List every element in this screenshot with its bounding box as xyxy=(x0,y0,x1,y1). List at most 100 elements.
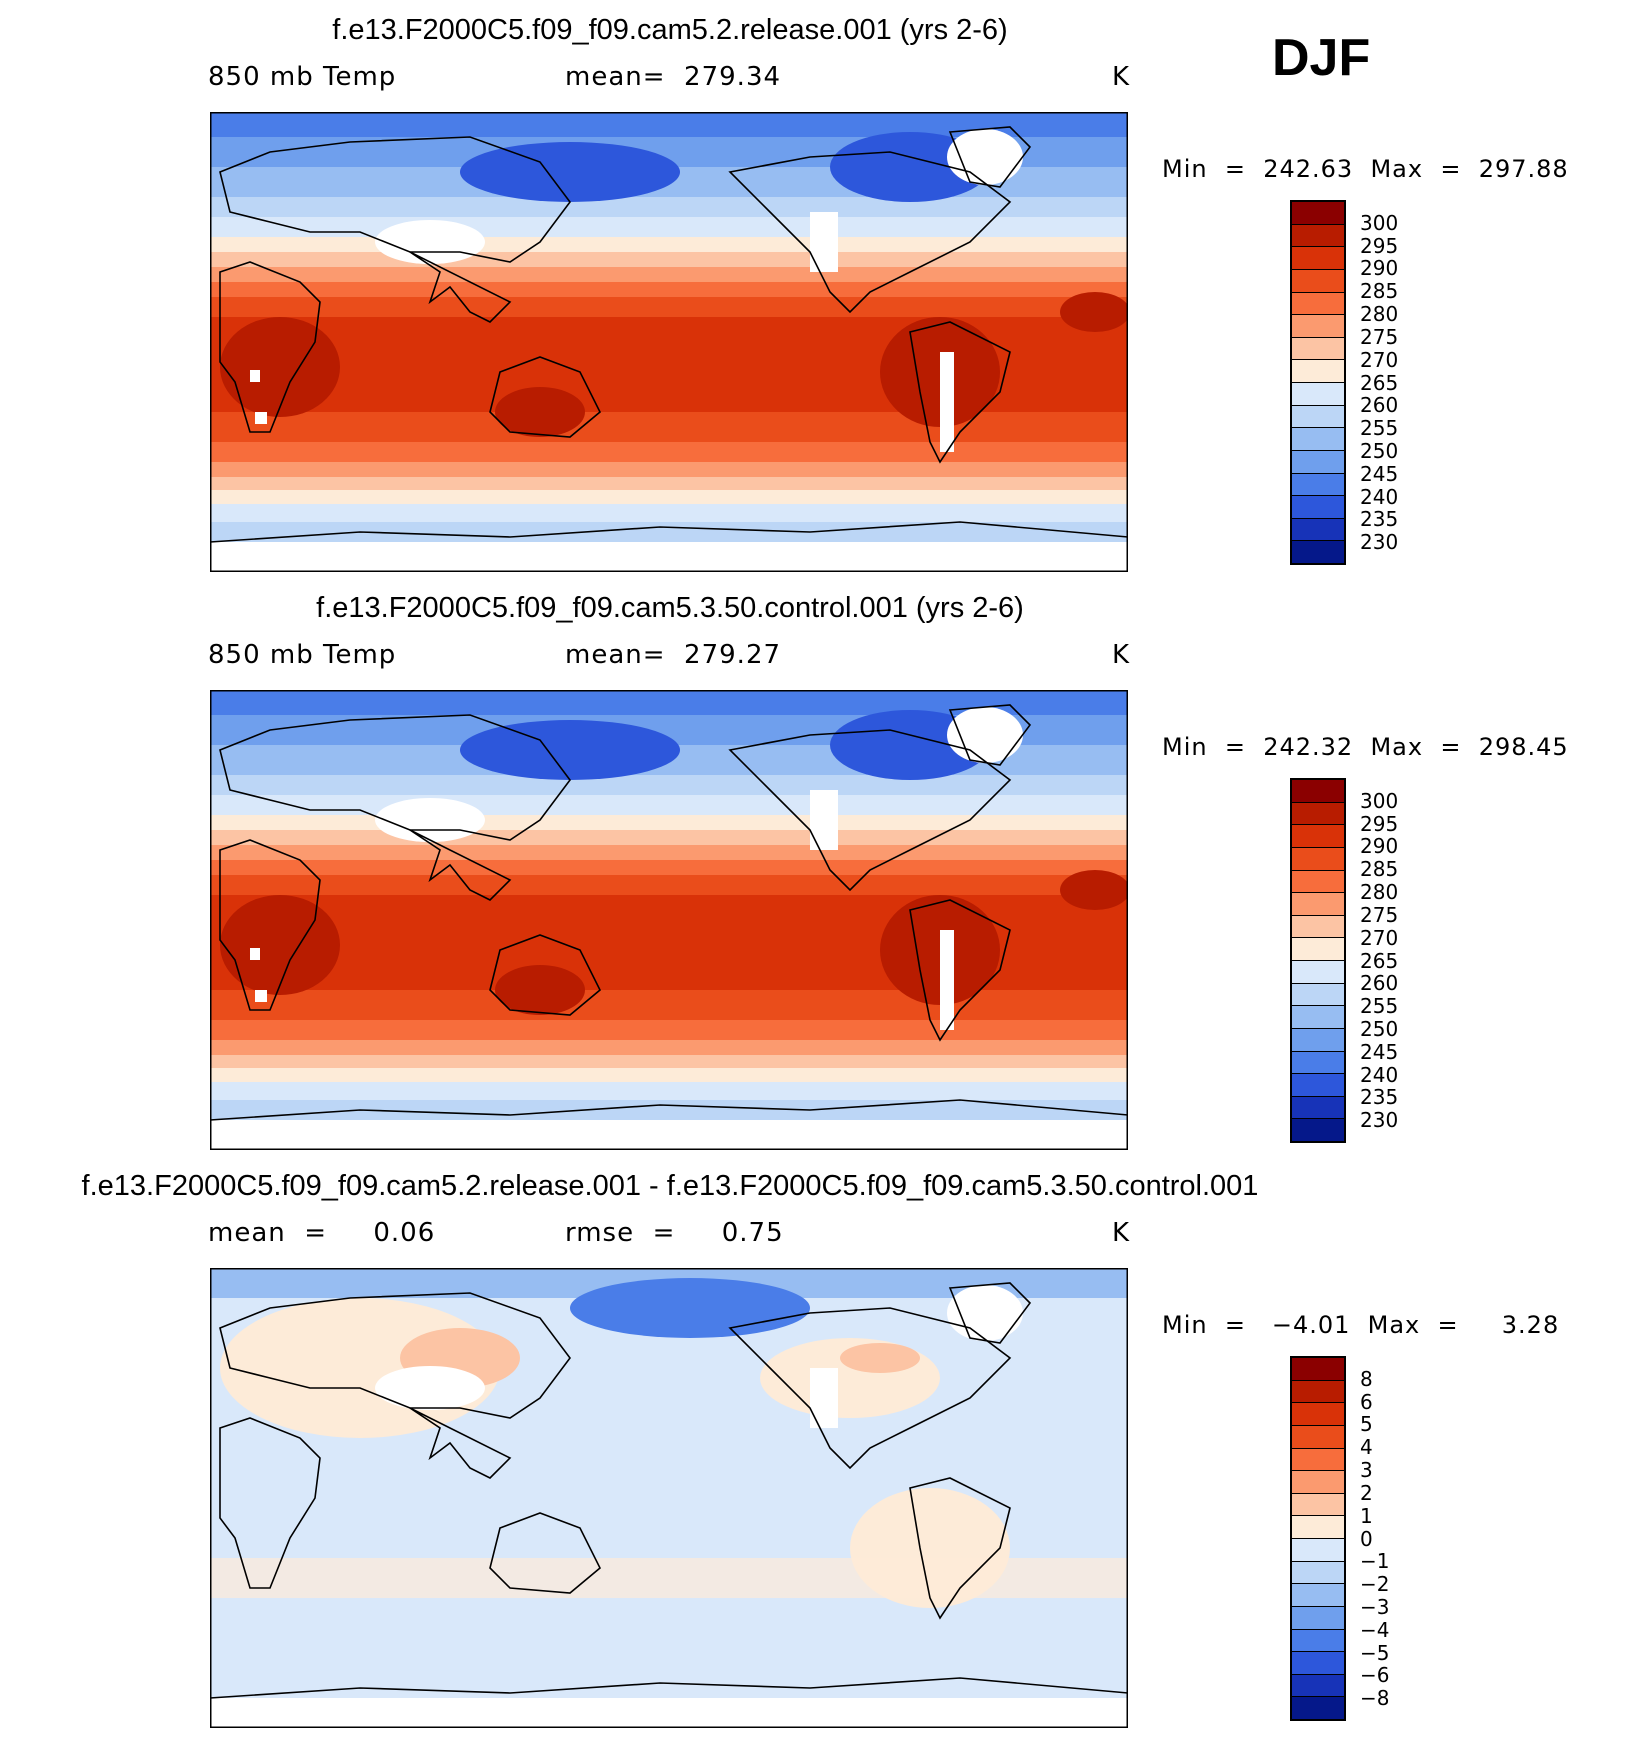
colorbar-tick-label: 270 xyxy=(1360,347,1399,372)
colorbar-tick-label: 1 xyxy=(1360,1503,1373,1528)
colorbar xyxy=(1290,200,1346,565)
colorbar-swatch xyxy=(1292,780,1344,803)
colorbar-swatch xyxy=(1292,405,1344,429)
colorbar-tick-label: 295 xyxy=(1360,233,1399,258)
colorbar-swatch xyxy=(1292,893,1344,916)
colorbar-swatch xyxy=(1292,1051,1344,1075)
panel-control: f.e13.F2000C5.f09_f09.cam5.3.50.control.… xyxy=(0,578,1641,1158)
colorbar-tick-label: −2 xyxy=(1360,1572,1390,1597)
colorbar-tick-label: −5 xyxy=(1360,1640,1390,1665)
panel-release: f.e13.F2000C5.f09_f09.cam5.2.release.001… xyxy=(0,0,1641,580)
colorbar-swatch xyxy=(1292,315,1344,338)
colorbar-tick-label: −3 xyxy=(1360,1594,1390,1619)
colorbar-tick-label: 290 xyxy=(1360,834,1399,859)
colorbar-tick-label: 235 xyxy=(1360,507,1399,532)
rmse-label: rmse = 0.75 xyxy=(565,1218,784,1248)
colorbar-tick-label: 295 xyxy=(1360,811,1399,836)
colorbar-ticks: 300 295 290 285 280 275 270 265 260 255 250 245 240 2… xyxy=(1360,200,1460,565)
colorbar-swatch xyxy=(1292,961,1344,984)
colorbar-swatch xyxy=(1292,1358,1344,1381)
colorbar-swatch xyxy=(1292,802,1344,826)
colorbar-swatch xyxy=(1292,1697,1344,1719)
colorbar-swatch xyxy=(1292,292,1344,316)
season-label: DJF xyxy=(1272,29,1371,87)
colorbar-tick-label: −4 xyxy=(1360,1617,1390,1642)
colorbar-tick-label: 255 xyxy=(1360,416,1399,441)
colorbar-swatch xyxy=(1292,541,1344,563)
colorbar-tick-label: 300 xyxy=(1360,210,1399,235)
colorbar-swatch xyxy=(1292,337,1344,361)
colorbar-tick-label: 240 xyxy=(1360,484,1399,509)
temperature-map xyxy=(210,112,1128,572)
colorbar-swatch xyxy=(1292,825,1344,848)
variable-label: 850 mb Temp xyxy=(208,62,397,92)
colorbar-swatch xyxy=(1292,938,1344,961)
colorbar-tick-label: 230 xyxy=(1360,530,1399,555)
colorbar-swatch xyxy=(1292,428,1344,451)
minmax-label: Min = 242.63 Max = 297.88 xyxy=(1162,155,1569,183)
colorbar-tick-label: 240 xyxy=(1360,1062,1399,1087)
colorbar-swatch xyxy=(1292,202,1344,225)
colorbar-swatch xyxy=(1292,360,1344,383)
colorbar-tick-label: −1 xyxy=(1360,1549,1390,1574)
colorbar-tick-label: 265 xyxy=(1360,948,1399,973)
colorbar-swatch xyxy=(1292,1652,1344,1675)
colorbar-tick-label: −8 xyxy=(1360,1686,1390,1711)
colorbar-swatch xyxy=(1292,847,1344,871)
colorbar-swatch xyxy=(1292,1539,1344,1562)
colorbar-tick-label: 290 xyxy=(1360,256,1399,281)
colorbar-swatch xyxy=(1292,1584,1344,1607)
mean-label: mean= 279.27 xyxy=(565,640,782,670)
colorbar-swatch xyxy=(1292,1516,1344,1539)
colorbar-ticks: 300 295 290 285 280 275 270 265 260 255 250 245 240 2… xyxy=(1360,778,1460,1143)
colorbar-swatch xyxy=(1292,1119,1344,1141)
difference-map xyxy=(210,1268,1128,1728)
colorbar-tick-label: 4 xyxy=(1360,1435,1373,1460)
colorbar-tick-label: 275 xyxy=(1360,324,1399,349)
colorbar-tick-label: 5 xyxy=(1360,1412,1373,1437)
colorbar-swatch xyxy=(1292,496,1344,519)
colorbar-swatch xyxy=(1292,1006,1344,1029)
colorbar-tick-label: 285 xyxy=(1360,279,1399,304)
variable-label: 850 mb Temp xyxy=(208,640,397,670)
colorbar-tick-label: 3 xyxy=(1360,1458,1373,1483)
colorbar-swatch xyxy=(1292,1403,1344,1426)
colorbar-tick-label: 260 xyxy=(1360,971,1399,996)
colorbar-tick-label: 285 xyxy=(1360,857,1399,882)
panel-title: f.e13.F2000C5.f09_f09.cam5.3.50.control.… xyxy=(316,592,1024,624)
panel-title: f.e13.F2000C5.f09_f09.cam5.2.release.001… xyxy=(81,1170,1259,1202)
colorbar-swatch xyxy=(1292,870,1344,894)
units-label: K xyxy=(1112,640,1131,670)
colorbar-swatch xyxy=(1292,450,1344,474)
mean-label: mean= 279.34 xyxy=(565,62,782,92)
minmax-label: Min = −4.01 Max = 3.28 xyxy=(1162,1311,1560,1339)
colorbar-swatch xyxy=(1292,983,1344,1007)
colorbar-tick-label: 0 xyxy=(1360,1526,1373,1551)
colorbar-tick-label: 8 xyxy=(1360,1366,1373,1391)
colorbar-swatch xyxy=(1292,1561,1344,1585)
colorbar-swatch xyxy=(1292,473,1344,497)
colorbar-swatch xyxy=(1292,1448,1344,1472)
colorbar-ticks: 8 6 5 4 3 2 1 0 −1 −2 −3 −4 −5 −6 −8 xyxy=(1360,1356,1460,1721)
colorbar-tick-label: 260 xyxy=(1360,393,1399,418)
colorbar-swatch xyxy=(1292,1674,1344,1698)
colorbar-tick-label: 270 xyxy=(1360,925,1399,950)
colorbar-tick-label: 245 xyxy=(1360,461,1399,486)
colorbar-tick-label: 300 xyxy=(1360,788,1399,813)
colorbar-swatch xyxy=(1292,1493,1344,1517)
colorbar-swatch xyxy=(1292,1074,1344,1097)
colorbar-swatch xyxy=(1292,1471,1344,1494)
colorbar-tick-label: 250 xyxy=(1360,1016,1399,1041)
colorbar xyxy=(1290,1356,1346,1721)
colorbar-swatch xyxy=(1292,1629,1344,1653)
colorbar-swatch xyxy=(1292,915,1344,939)
colorbar-tick-label: 2 xyxy=(1360,1480,1373,1505)
colorbar-tick-label: −6 xyxy=(1360,1663,1390,1688)
colorbar-swatch xyxy=(1292,224,1344,248)
colorbar-swatch xyxy=(1292,1028,1344,1052)
colorbar-swatch xyxy=(1292,1425,1344,1449)
colorbar-tick-label: 230 xyxy=(1360,1108,1399,1133)
colorbar-swatch xyxy=(1292,383,1344,406)
colorbar-swatch xyxy=(1292,518,1344,542)
colorbar-tick-label: 280 xyxy=(1360,880,1399,905)
